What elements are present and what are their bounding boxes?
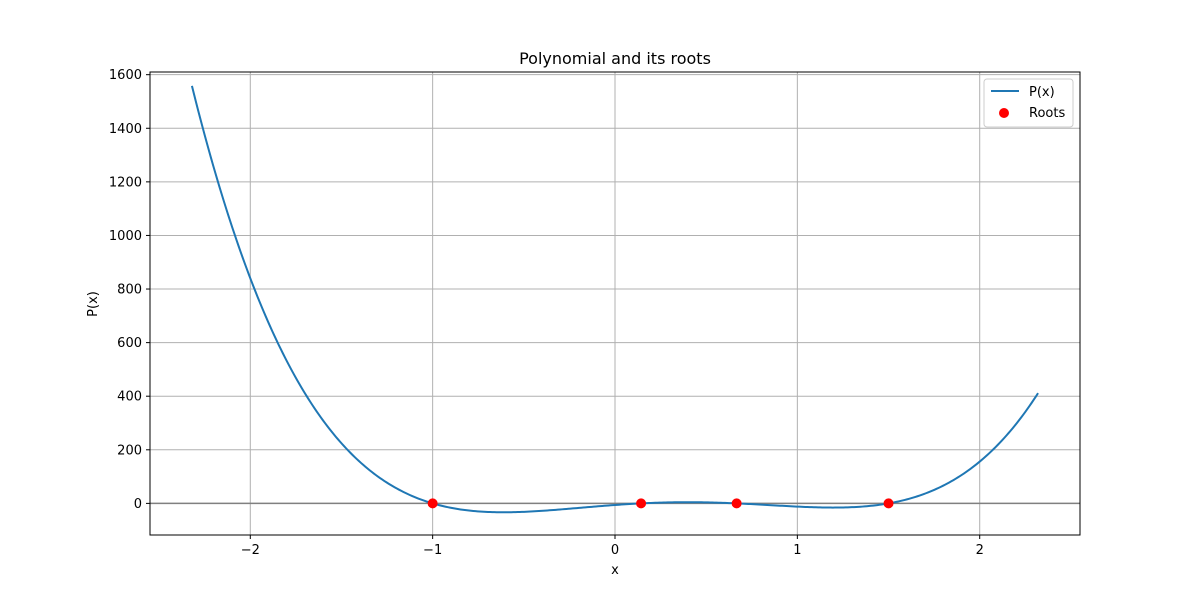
x-tick-label: 0	[611, 543, 619, 558]
x-tick-label: −2	[241, 543, 260, 558]
legend-label-roots: Roots	[1029, 106, 1065, 121]
x-tick-label: 2	[976, 543, 984, 558]
y-tick-label: 0	[134, 497, 142, 512]
root-marker	[427, 498, 438, 509]
chart-title: Polynomial and its roots	[519, 49, 711, 68]
y-axis-label: P(x)	[86, 291, 101, 317]
plot-area	[150, 85, 1080, 514]
root-marker	[731, 498, 742, 509]
x-axis-label: x	[611, 563, 619, 578]
grid	[150, 72, 1080, 535]
y-tick-label: 400	[117, 390, 142, 405]
y-tick-label: 800	[117, 283, 142, 298]
legend-label-pxx: P(x)	[1029, 85, 1055, 100]
x-tick-label: −1	[423, 543, 442, 558]
root-marker	[883, 498, 894, 509]
x-tick-label: 1	[793, 543, 801, 558]
legend: P(x) Roots	[983, 78, 1074, 128]
y-tick-label: 1200	[109, 175, 142, 190]
root-marker	[636, 498, 647, 509]
y-tick-label: 200	[117, 443, 142, 458]
ticks: −2 −1 0 1 2 0 200 400 600 800 1000 1200 1400 1600	[109, 68, 984, 558]
series-line-pxx	[190, 85, 1039, 514]
y-tick-label: 1600	[109, 68, 142, 83]
legend-marker-swatch	[999, 108, 1009, 118]
y-tick-label: 1400	[109, 122, 142, 137]
y-tick-label: 1000	[109, 229, 142, 244]
y-tick-label: 600	[117, 336, 142, 351]
